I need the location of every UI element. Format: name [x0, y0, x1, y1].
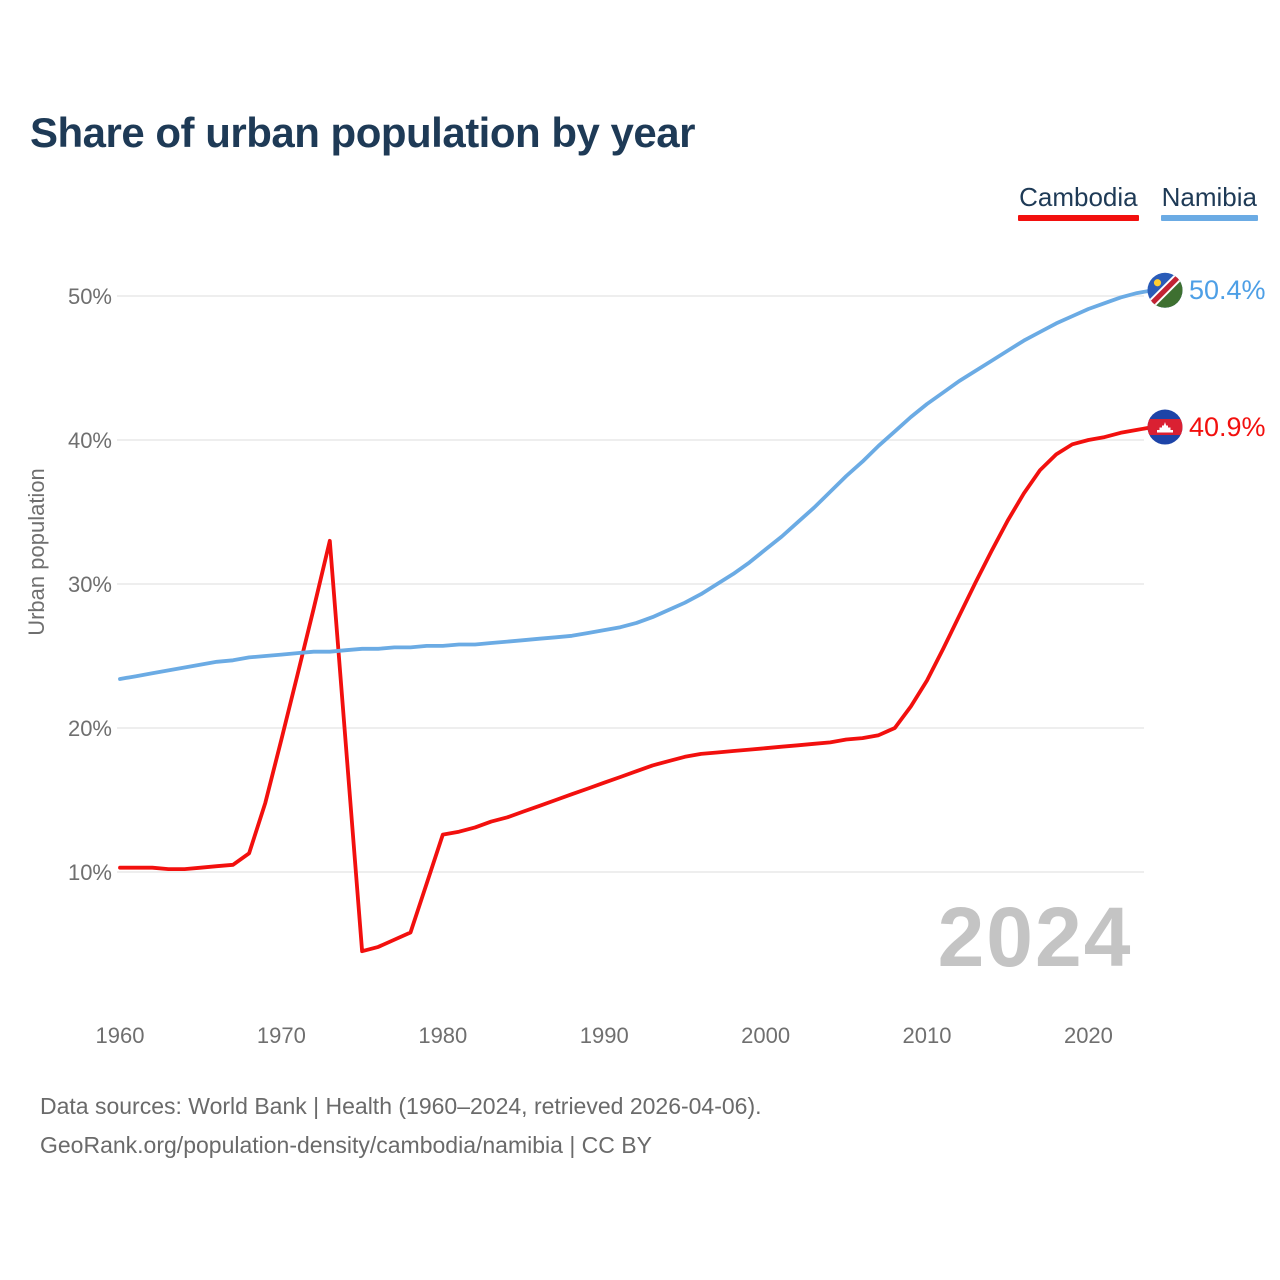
- y-axis-tick: 40%: [68, 428, 112, 453]
- legend-item-cambodia[interactable]: Cambodia: [1018, 182, 1139, 222]
- y-axis-tick: 20%: [68, 716, 112, 741]
- cambodia-line: [118, 425, 1155, 954]
- y-axis-title: Urban population: [24, 468, 49, 636]
- y-axis-tick: 30%: [68, 572, 112, 597]
- cambodia-flag-icon: [1147, 409, 1183, 445]
- namibia-end-label: 50.4%: [1189, 275, 1266, 305]
- legend-item-namibia[interactable]: Namibia: [1160, 182, 1258, 222]
- legend-label: Cambodia: [1019, 182, 1138, 212]
- y-axis-tick: 10%: [68, 860, 112, 885]
- watermark-year: 2024: [938, 890, 1133, 984]
- legend: Cambodia Namibia: [1018, 182, 1258, 222]
- x-axis-tick: 1970: [257, 1023, 306, 1048]
- x-axis-tick: 2000: [741, 1023, 790, 1048]
- x-axis-tick: 1990: [580, 1023, 629, 1048]
- cambodia-end-label: 40.9%: [1189, 412, 1266, 442]
- legend-label: Namibia: [1161, 182, 1257, 212]
- legend-underline: [1160, 215, 1258, 222]
- x-axis-tick: 1960: [96, 1023, 145, 1048]
- x-axis-tick: 2010: [903, 1023, 952, 1048]
- legend-underline: [1018, 215, 1139, 222]
- footer-line1: Data sources: World Bank | Health (1960–…: [40, 1093, 762, 1119]
- data-source-note: Data sources: World Bank | Health (1960–…: [40, 1087, 762, 1165]
- x-axis-tick: 2020: [1064, 1023, 1113, 1048]
- page-title: Share of urban population by year: [30, 109, 695, 156]
- x-axis-tick: 1980: [418, 1023, 467, 1048]
- namibia-flag-icon: [1147, 272, 1183, 308]
- namibia-line: [118, 288, 1155, 681]
- footer-line2: GeoRank.org/population-density/cambodia/…: [40, 1132, 652, 1158]
- y-axis-tick: 50%: [68, 284, 112, 309]
